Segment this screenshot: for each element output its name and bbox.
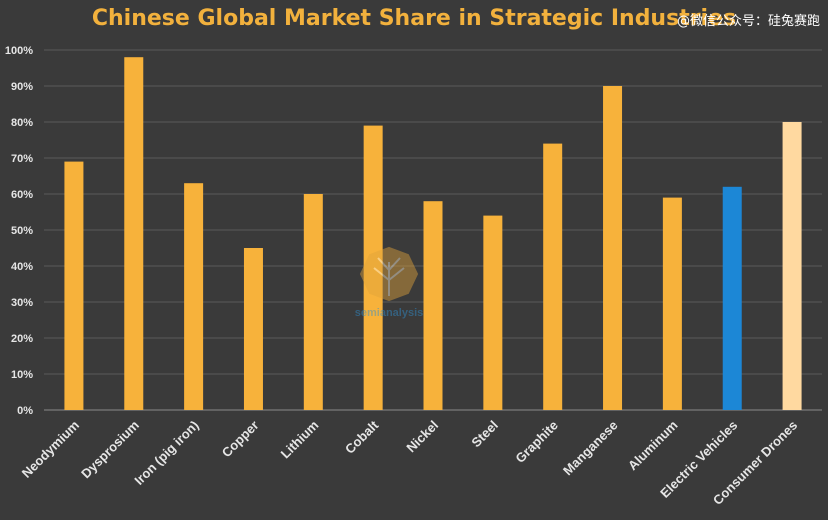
y-tick-label: 100%	[5, 45, 33, 57]
watermark-text: @微信公众号：硅兔赛跑	[676, 14, 820, 29]
bar-consumer-drones	[782, 122, 802, 410]
y-tick-label: 30%	[11, 297, 33, 309]
y-tick-label: 40%	[11, 261, 33, 273]
y-tick-label: 0%	[17, 405, 33, 417]
bar-graphite	[543, 143, 563, 410]
tree-icon-trunk	[373, 257, 405, 296]
y-tick-label: 70%	[11, 153, 33, 165]
bars	[64, 57, 802, 410]
y-axis-ticks: 0% 10% 20% 30% 40% 50% 60% 70% 80% 90% 100%	[5, 45, 33, 417]
x-tick-label: Dysprosium	[78, 418, 142, 482]
chart-title: Chinese Global Market Share in Strategic…	[91, 6, 737, 31]
y-tick-label: 10%	[11, 369, 33, 381]
bar-cobalt	[363, 125, 383, 410]
x-tick-label: Iron (pig iron)	[131, 418, 201, 488]
x-tick-label: Cobalt	[342, 417, 382, 457]
x-tick-label: Lithium	[278, 418, 322, 462]
x-tick-label: Copper	[219, 418, 262, 461]
x-tick-label: Neodymium	[19, 418, 82, 481]
bar-dysprosium	[124, 57, 144, 410]
bar-manganese	[603, 86, 623, 410]
x-tick-label: Nickel	[403, 418, 441, 456]
bar-iron-pig-iron	[184, 183, 204, 410]
x-tick-label: Steel	[468, 418, 501, 451]
bar-neodymium	[64, 161, 84, 410]
bar-aluminum	[662, 197, 682, 410]
bar-nickel	[423, 201, 443, 410]
y-tick-label: 80%	[11, 117, 33, 129]
watermark-logo: semianalysis	[355, 246, 424, 319]
y-tick-label: 90%	[11, 81, 33, 93]
watermark-logo-text: semianalysis	[355, 307, 424, 319]
tree-hexagon-icon	[359, 246, 419, 302]
x-tick-label: Aluminum	[625, 418, 681, 474]
x-tick-label: Manganese	[560, 418, 621, 479]
bar-lithium	[303, 194, 323, 410]
y-tick-label: 50%	[11, 225, 33, 237]
y-tick-label: 20%	[11, 333, 33, 345]
bar-electric-vehicles	[722, 186, 742, 410]
bar-copper	[243, 248, 263, 410]
x-tick-label: Graphite	[512, 418, 560, 466]
bar-steel	[483, 215, 503, 410]
y-tick-label: 60%	[11, 189, 33, 201]
